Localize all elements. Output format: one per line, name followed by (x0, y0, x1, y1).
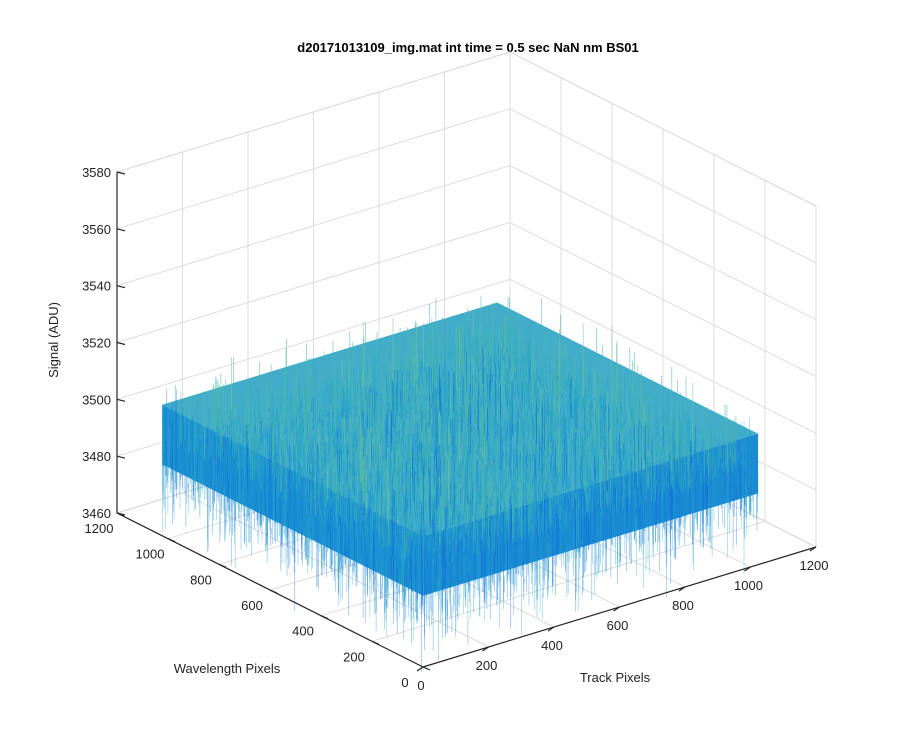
z-tick-label: 3520 (82, 336, 111, 351)
z-tick-label: 3480 (82, 449, 111, 464)
y-tick-label: 200 (343, 649, 365, 664)
tick-labels: 0 200 400 600 800 1000 1200 0 200 400 600 800 1000 12… (82, 165, 828, 693)
x-tick-mark (809, 546, 817, 552)
y-tick-label: 1000 (136, 547, 165, 562)
x-tick-label: 800 (672, 598, 694, 613)
y-tick-label: 400 (292, 624, 314, 639)
y-tick-label: 800 (190, 572, 212, 587)
x-tick-label: 400 (541, 638, 563, 653)
x-tick-mark (613, 606, 620, 612)
x-tick-mark (482, 646, 489, 652)
y-tick-mark (371, 640, 380, 645)
x-tick-mark (678, 586, 686, 592)
z-tick-mark (116, 228, 126, 232)
z-tick-mark (116, 455, 126, 459)
gridline-z (116, 278, 817, 434)
z-tick-mark (116, 398, 126, 402)
z-tick-mark (116, 341, 126, 346)
z-tick-mark (116, 512, 126, 516)
x-tick-mark (547, 626, 555, 632)
x-axis-label: Track Pixels (580, 670, 651, 685)
x-tick-label: 600 (607, 618, 629, 633)
y-tick-label: 1200 (85, 521, 114, 536)
surface-data (162, 296, 759, 672)
y-tick-mark (320, 615, 329, 620)
y-tick-mark (422, 666, 431, 671)
x-tick-mark (416, 666, 424, 672)
x-tick-label: 0 (417, 678, 424, 693)
z-tick-label: 3460 (82, 506, 111, 521)
z-tick-mark (116, 285, 126, 289)
z-tick-mark (116, 171, 126, 175)
y-axis-label: Wavelength Pixels (174, 661, 281, 676)
y-tick-mark (269, 589, 278, 594)
gridline-z (116, 108, 817, 264)
z-tick-label: 3500 (82, 392, 111, 407)
y-tick-mark (167, 538, 176, 543)
gridline-z (116, 221, 817, 377)
z-tick-label: 3560 (82, 222, 111, 237)
z-axis-label: Signal (ADU) (46, 302, 61, 378)
x-tick-label: 200 (476, 658, 498, 673)
x-tick-label: 1200 (800, 558, 829, 573)
z-tick-label: 3540 (82, 279, 111, 294)
chart-title: d20171013109_img.mat int time = 0.5 sec … (297, 40, 638, 55)
gridline-z (116, 51, 817, 207)
x-tick-label: 1000 (734, 578, 763, 593)
z-tick-label: 3580 (82, 165, 111, 180)
y-tick-label: 600 (241, 598, 263, 613)
y-tick-mark (218, 563, 227, 568)
y-tick-label: 0 (401, 675, 408, 690)
x-tick-mark (744, 566, 751, 572)
gridline-z (116, 165, 817, 321)
